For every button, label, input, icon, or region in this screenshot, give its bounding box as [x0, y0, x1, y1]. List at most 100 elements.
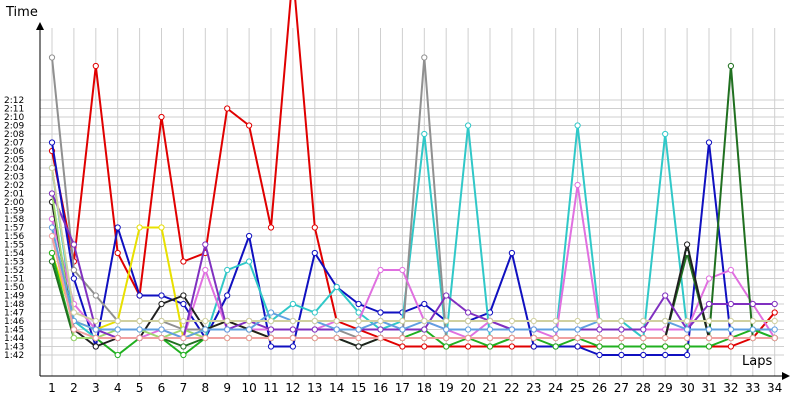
data-point: [202, 317, 209, 325]
data-point: [180, 334, 187, 342]
series-line: [51, 193, 775, 339]
x-tick-label: 17: [395, 381, 410, 395]
data-point: [355, 300, 362, 308]
x-tick-label: 33: [745, 381, 760, 395]
data-point: [727, 266, 735, 274]
y-tick-label: 2:05: [4, 156, 24, 166]
data-point: [246, 122, 253, 129]
x-tick-label: 9: [223, 381, 231, 395]
x-tick-label: 34: [767, 381, 782, 395]
data-point: [136, 292, 143, 299]
data-point: [465, 122, 472, 129]
data-point: [421, 317, 428, 325]
data-point: [92, 292, 99, 299]
y-tick-label: 1:46: [4, 317, 24, 327]
y-tick-label: 1:49: [4, 292, 24, 302]
data-point: [377, 334, 384, 342]
y-tick-label: 2:01: [4, 190, 24, 200]
x-tick-label: 4: [114, 381, 122, 395]
data-point: [749, 326, 756, 333]
data-point: [574, 326, 581, 333]
x-tick-label: 24: [548, 381, 563, 395]
data-point: [574, 343, 581, 350]
data-point: [771, 309, 778, 316]
data-point: [705, 326, 713, 333]
y-tick-label: 1:53: [4, 258, 24, 268]
data-point: [486, 334, 494, 342]
data-point: [92, 334, 99, 342]
x-tick-label: 11: [263, 381, 278, 395]
data-point: [355, 343, 362, 350]
data-point: [727, 343, 735, 350]
data-point: [421, 343, 428, 350]
x-tick-label: 25: [570, 381, 585, 395]
data-point: [684, 343, 691, 350]
data-point: [289, 326, 296, 333]
data-point: [705, 317, 713, 325]
data-point: [596, 326, 603, 333]
data-point: [114, 326, 121, 333]
y-tick-label: 2:04: [4, 164, 24, 174]
data-point: [136, 326, 143, 333]
data-point: [443, 292, 450, 299]
x-tick-label: 12: [285, 381, 300, 395]
data-point: [465, 334, 472, 342]
y-tick-label: 2:09: [4, 122, 24, 132]
series-13: [48, 232, 778, 342]
data-point: [508, 317, 515, 325]
data-point: [180, 300, 187, 308]
data-point: [311, 309, 318, 316]
data-point: [465, 309, 472, 316]
data-point: [92, 343, 99, 350]
y-tick-label: 2:11: [4, 105, 24, 115]
data-point: [486, 343, 494, 350]
data-point: [246, 326, 253, 333]
data-point: [618, 343, 625, 350]
data-point: [202, 241, 209, 248]
x-tick-label: 21: [482, 381, 497, 395]
data-point: [727, 334, 735, 342]
data-point: [574, 181, 581, 189]
data-point: [180, 292, 187, 299]
data-point: [70, 326, 78, 333]
data-point: [114, 224, 121, 231]
data-point: [508, 343, 515, 350]
data-point: [640, 334, 647, 342]
data-point: [355, 326, 362, 333]
data-point: [333, 283, 340, 291]
data-point: [224, 105, 231, 112]
data-point: [311, 249, 318, 257]
y-axis-title: Time: [5, 5, 38, 20]
data-point: [530, 326, 537, 333]
x-tick-label: 26: [592, 381, 607, 395]
x-tick-label: 5: [136, 381, 144, 395]
data-point: [355, 334, 362, 342]
data-point: [662, 334, 669, 342]
data-point: [508, 326, 515, 333]
x-tick-label: 8: [201, 381, 209, 395]
tick-labels: 1:421:431:441:451:461:471:481:491:501:51…: [4, 96, 782, 395]
data-point: [158, 326, 165, 333]
x-tick-label: 3: [92, 381, 100, 395]
y-tick-label: 1:51: [4, 275, 24, 285]
data-point: [224, 266, 231, 274]
data-point: [684, 334, 691, 342]
data-point: [267, 334, 275, 342]
x-axis-title: Laps: [742, 354, 772, 369]
data-point: [552, 343, 559, 350]
axes: [36, 22, 790, 380]
data-point: [267, 309, 275, 316]
data-point: [202, 334, 209, 342]
data-point: [180, 343, 187, 350]
data-point: [530, 317, 537, 325]
data-point: [421, 334, 428, 342]
data-point: [684, 317, 691, 325]
y-tick-label: 2:02: [4, 181, 24, 191]
data-point: [267, 224, 275, 231]
x-tick-label: 22: [504, 381, 519, 395]
series-line: [51, 193, 775, 339]
data-point: [48, 54, 56, 61]
data-point: [705, 139, 713, 146]
data-point: [267, 326, 275, 333]
data-point: [377, 317, 384, 325]
